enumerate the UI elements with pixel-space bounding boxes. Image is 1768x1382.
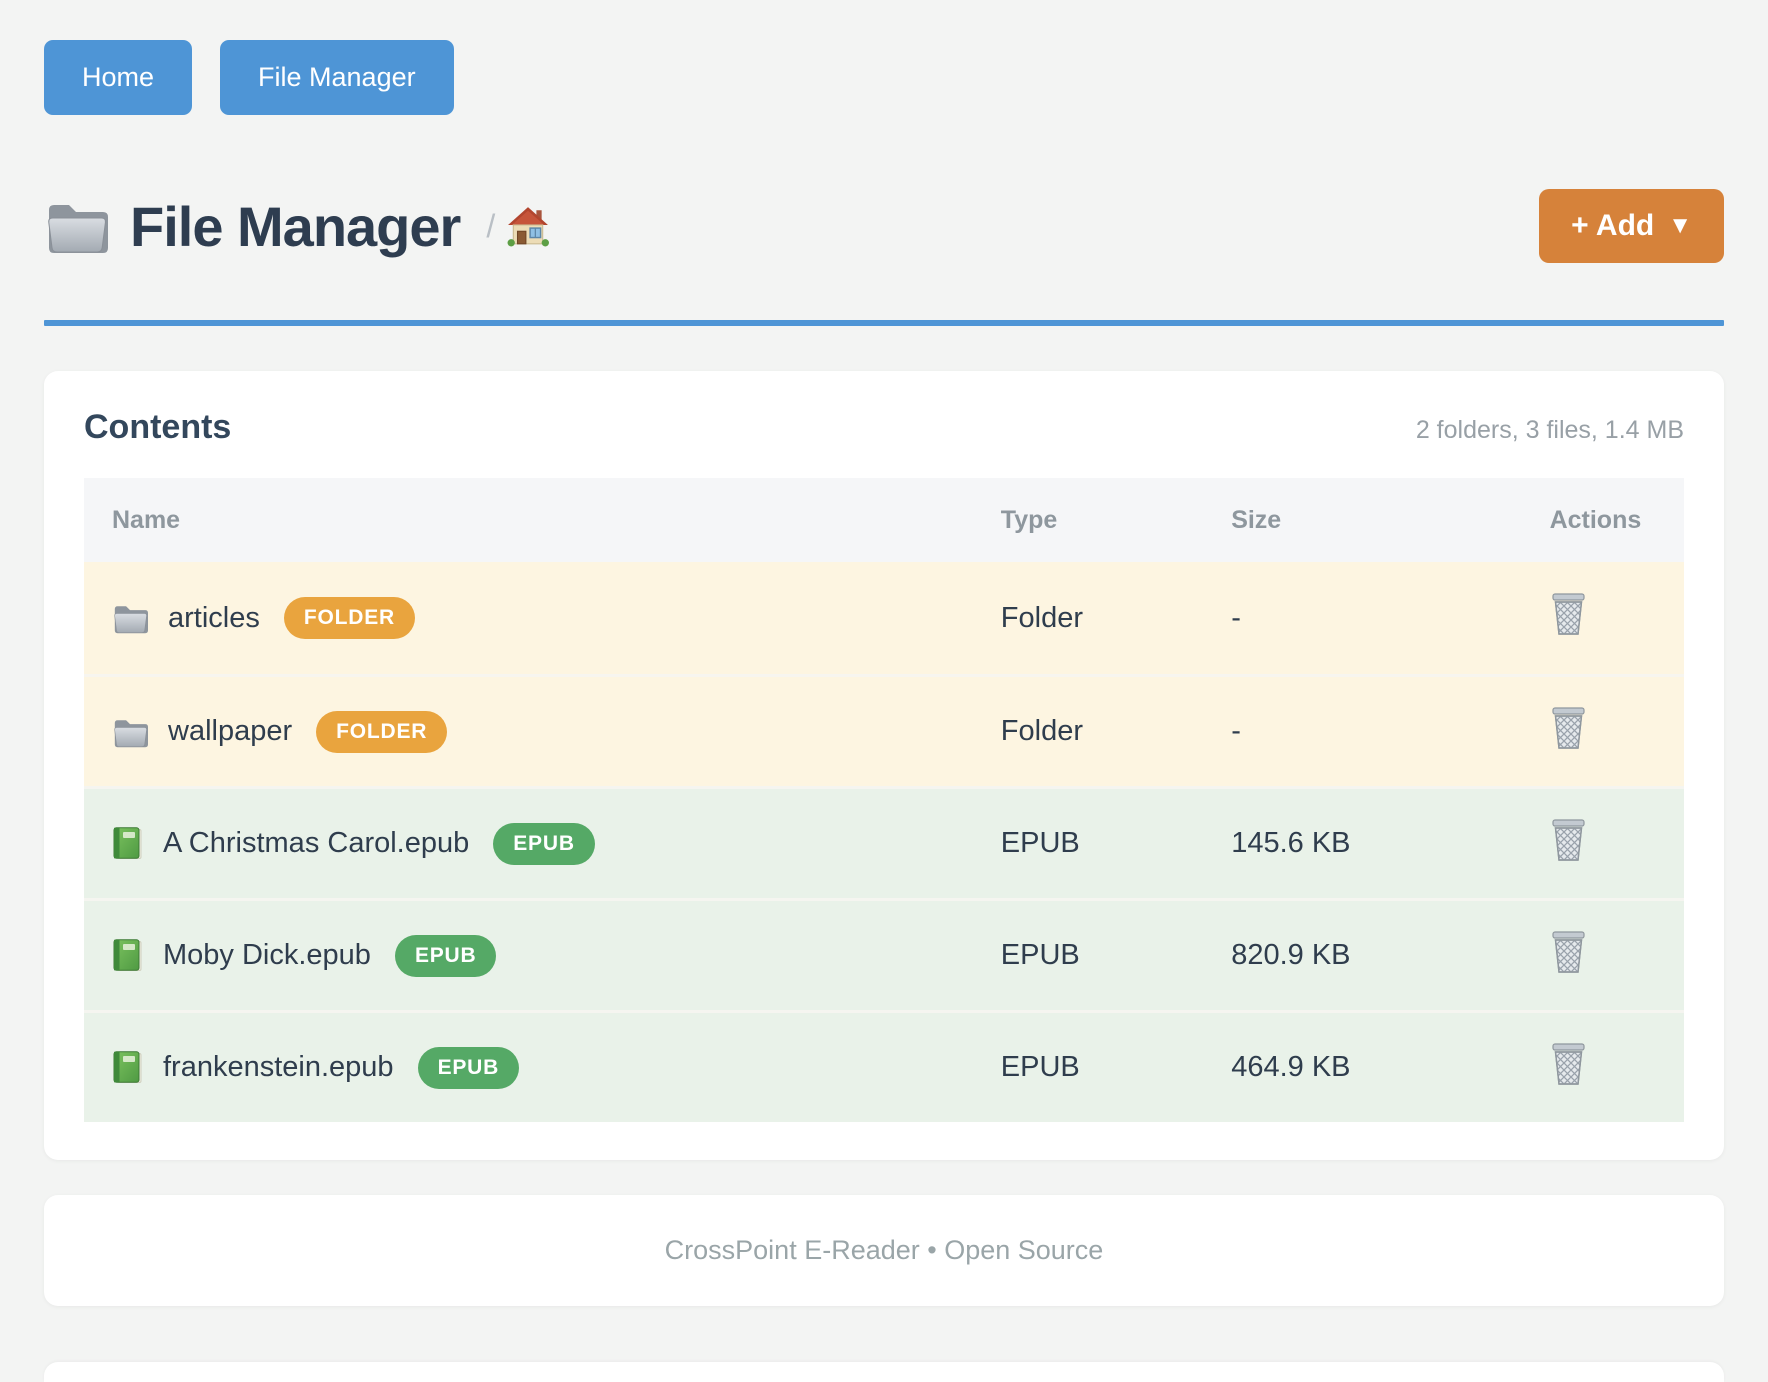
type-badge: FOLDER [316, 710, 448, 753]
book-icon [113, 938, 142, 971]
file-name-link[interactable]: frankenstein.epub [163, 1051, 394, 1083]
type-cell: Folder [1000, 715, 1083, 747]
house-icon[interactable] [507, 205, 550, 247]
footer-card: CrossPoint E-Reader • Open Source [44, 1195, 1724, 1306]
type-badge: EPUB [394, 934, 497, 977]
column-header-size: Size [1231, 505, 1282, 534]
table-header-row: Name Type Size Actions [84, 478, 1684, 562]
folder-icon [114, 606, 148, 634]
column-header-type: Type [1000, 505, 1058, 534]
type-badge: FOLDER [283, 597, 415, 639]
delete-button[interactable] [1550, 1042, 1587, 1086]
delete-button[interactable] [1550, 592, 1587, 636]
page-title: File Manager [130, 194, 461, 258]
folder-icon [114, 719, 148, 747]
type-badge: EPUB [493, 822, 595, 865]
delete-button[interactable] [1550, 818, 1587, 862]
file-name-link[interactable]: wallpaper [168, 715, 293, 747]
column-header-actions: Actions [1549, 505, 1642, 534]
wastebasket-icon [1551, 930, 1585, 973]
wastebasket-icon [1551, 706, 1585, 749]
table-row: wallpaper FOLDER Folder - [84, 674, 1684, 786]
book-icon [113, 826, 142, 859]
wastebasket-icon [1551, 1042, 1585, 1085]
file-name-link[interactable]: A Christmas Carol.epub [163, 827, 470, 859]
caret-down-icon: ▼ [1668, 212, 1692, 239]
size-cell: - [1231, 715, 1241, 747]
folder-icon [48, 205, 108, 253]
wastebasket-icon [1551, 593, 1585, 635]
table-row: A Christmas Carol.epub EPUB EPUB 145.6 K… [84, 786, 1684, 898]
page-header: File Manager / + Add ▼ [44, 189, 1724, 263]
book-icon [113, 1050, 142, 1083]
table-row: articles FOLDER Folder - [84, 562, 1684, 674]
title-divider [44, 320, 1724, 326]
table-row: Moby Dick.epub EPUB EPUB 820.9 KB [84, 898, 1684, 1010]
contents-summary: 2 folders, 3 files, 1.4 MB [1415, 416, 1684, 444]
delete-button[interactable] [1550, 930, 1587, 974]
breadcrumb[interactable]: / [486, 205, 550, 247]
table-body: articles FOLDER Folder - [84, 562, 1684, 1122]
top-nav: Home File Manager [44, 40, 1724, 115]
type-badge: EPUB [417, 1046, 520, 1089]
add-button-label: + Add [1571, 209, 1655, 242]
next-card-edge [44, 1362, 1724, 1382]
breadcrumb-separator: / [486, 207, 496, 244]
nav-home-button[interactable]: Home [44, 40, 193, 115]
type-cell: Folder [1000, 601, 1083, 634]
delete-button[interactable] [1550, 706, 1587, 750]
table-row: frankenstein.epub EPUB EPUB 464.9 KB [84, 1010, 1684, 1122]
nav-file-manager-button[interactable]: File Manager [220, 40, 454, 115]
file-table: Name Type Size Actions articles FOLDER F… [84, 478, 1684, 1122]
contents-card: Contents 2 folders, 3 files, 1.4 MB Name… [44, 371, 1724, 1160]
contents-heading: Contents [84, 408, 232, 446]
wastebasket-icon [1551, 818, 1585, 861]
size-cell: 145.6 KB [1231, 827, 1351, 859]
file-name-link[interactable]: articles [168, 601, 260, 634]
type-cell: EPUB [1000, 939, 1080, 971]
type-cell: EPUB [1000, 827, 1080, 859]
size-cell: 464.9 KB [1231, 1051, 1351, 1083]
type-cell: EPUB [1000, 1051, 1080, 1083]
footer-text: CrossPoint E-Reader • Open Source [664, 1235, 1104, 1265]
file-name-link[interactable]: Moby Dick.epub [163, 939, 371, 971]
add-button[interactable]: + Add ▼ [1539, 189, 1724, 263]
size-cell: - [1231, 601, 1241, 634]
column-header-name: Name [112, 505, 181, 534]
size-cell: 820.9 KB [1231, 939, 1351, 971]
